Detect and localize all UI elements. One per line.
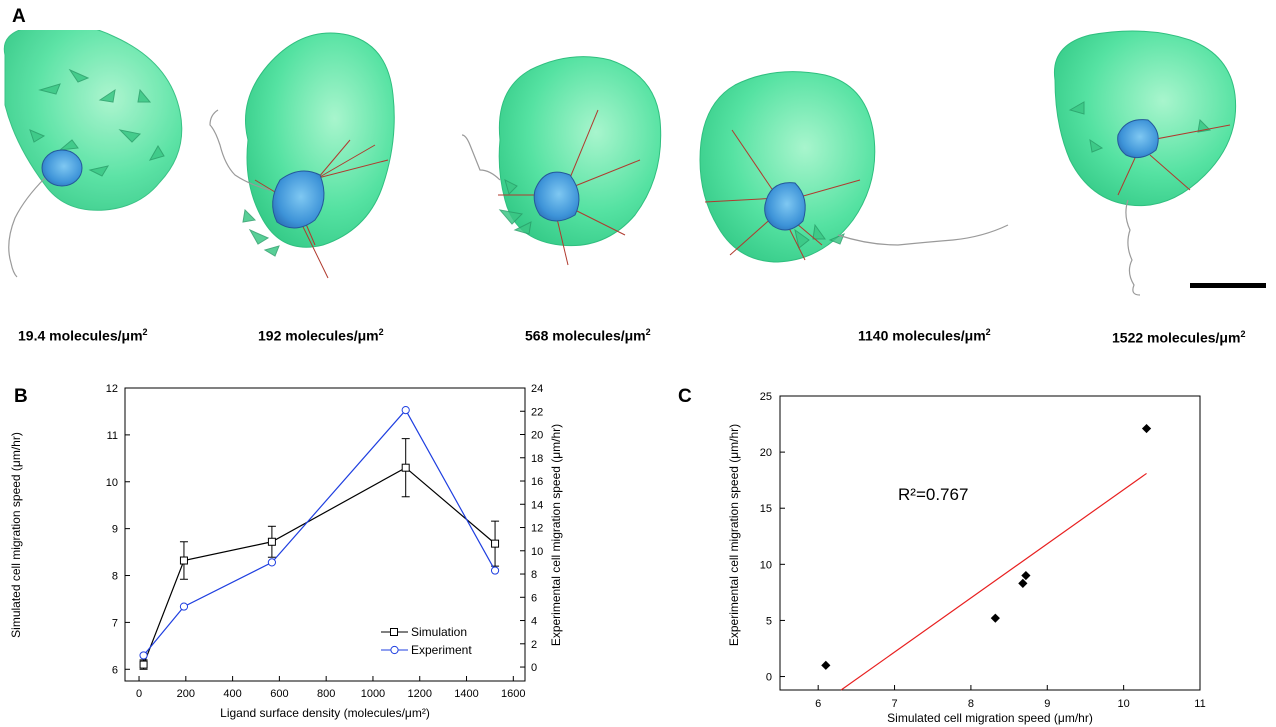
chart-b-xtick-6: 1200 (407, 688, 431, 700)
chart-c-ytick-0: 0 (766, 672, 772, 684)
cell-rendering-1 (3, 30, 183, 278)
chart-c-xtick-2: 8 (968, 698, 974, 710)
fit-line (840, 472, 1147, 691)
svg-text:Experimental cell migration sp: Experimental cell migration speed (μm/hr… (727, 424, 741, 646)
chart-b-y2tick-7: 14 (531, 499, 543, 511)
panel-a-letter: A (12, 6, 26, 27)
experiment-point-2 (267, 558, 277, 567)
chart-b-ytick-0: 6 (112, 664, 118, 676)
svg-text:Experimental cell migration sp: Experimental cell migration speed (μm/hr… (549, 424, 563, 646)
svg-text:Ligand surface density (molecu: Ligand surface density (molecules/μm²) (220, 706, 430, 720)
chart-b-ytick-6: 12 (106, 383, 118, 395)
scale-bar (1190, 283, 1266, 288)
scatter-point-1 (990, 613, 1000, 623)
chart-b-y2tick-1: 2 (531, 639, 537, 651)
svg-text:Simulated cell migration speed: Simulated cell migration speed (μm/hr) (887, 711, 1093, 725)
chart-c-xlabel: Simulated cell migration speed (μm/hr) (887, 711, 1093, 725)
experiment-point-3 (401, 405, 410, 415)
cell-rendering-4 (699, 71, 1009, 263)
simulation-point-1 (179, 556, 188, 565)
scatter-point-0 (821, 660, 831, 670)
chart-b-y2tick-4: 8 (531, 569, 537, 581)
chart-b-ylabel: Simulated cell migration speed (μm/hr) (9, 432, 23, 638)
chart-b-xtick-3: 600 (270, 688, 288, 700)
chart-b-xtick-8: 1600 (501, 688, 525, 700)
chart-c-ytick-2: 10 (760, 559, 772, 571)
chart-c-ylabel: Experimental cell migration speed (μm/hr… (727, 424, 741, 646)
chart-b-xtick-0: 0 (136, 688, 142, 700)
r-squared-annotation: R²=0.767 (898, 485, 968, 504)
chart-b-ytick-4: 10 (106, 477, 118, 489)
chart-b-xtick-7: 1400 (454, 688, 478, 700)
chart-b-y2tick-2: 4 (531, 616, 537, 628)
chart-b-xtick-4: 800 (317, 688, 335, 700)
simulation-point-4 (491, 539, 500, 548)
cell-rendering-5 (1053, 30, 1237, 296)
experiment-point-0 (139, 651, 148, 660)
legend-simulation: Simulation (411, 625, 467, 639)
cell-label-4: 1140 molecules/μm2 (858, 327, 991, 344)
chart-c-xtick-0: 6 (815, 698, 821, 710)
chart-c-frame (779, 395, 1201, 691)
chart-b-y2tick-10: 20 (531, 430, 543, 442)
cell-label-2: 192 molecules/μm2 (258, 327, 384, 344)
cell-label-1: 19.4 molecules/μm2 (18, 327, 148, 344)
chart-b: 0 200 400 600 800 1000 1200 1400 1600 6 7 8 9 10 11 12 0… (9, 383, 563, 720)
chart-b-ylabel-right: Experimental cell migration speed (μm/hr… (549, 424, 563, 646)
chart-b-xtick-1: 200 (177, 688, 195, 700)
chart-b-ytick-1: 7 (112, 617, 118, 629)
chart-c-xtick-3: 9 (1044, 698, 1050, 710)
chart-b-y2tick-0: 0 (531, 662, 537, 674)
chart-b-xlabel: Ligand surface density (molecules/μm²) (220, 706, 430, 720)
panel-b-letter: B (14, 386, 28, 407)
chart-b-xtick-5: 1000 (361, 688, 385, 700)
experiment-point-1 (179, 602, 189, 611)
svg-text:R²=0.767: R²=0.767 (898, 485, 968, 504)
chart-b-y2tick-8: 16 (531, 476, 543, 488)
chart-b-y2tick-5: 10 (531, 546, 543, 558)
scatter-point-2 (1018, 578, 1028, 588)
chart-c-ytick-4: 20 (760, 447, 772, 459)
cell-rendering-2 (209, 32, 395, 279)
experiment-line (143, 409, 496, 656)
chart-c-ytick-5: 25 (760, 391, 772, 403)
scatter-point-4 (1141, 423, 1152, 434)
chart-b-legend: Simulation Experiment (381, 625, 472, 657)
chart-b-frame (124, 387, 526, 682)
svg-text:Simulated cell migration speed: Simulated cell migration speed (μm/hr) (9, 432, 23, 638)
scatter-point-3 (1021, 570, 1031, 581)
simulation-point-3 (401, 463, 410, 472)
panel-c-letter: C (678, 386, 692, 407)
simulation-point-0 (139, 660, 148, 669)
cell-rendering-3 (461, 56, 662, 266)
cell-renderings (3, 30, 1266, 296)
chart-b-y2tick-6: 12 (531, 523, 543, 535)
chart-b-xtick-2: 400 (223, 688, 241, 700)
cell-label-5: 1522 molecules/μm2 (1112, 329, 1246, 346)
chart-c-ytick-1: 5 (766, 615, 772, 627)
chart-b-y2tick-3: 6 (531, 592, 537, 604)
chart-b-y2tick-11: 22 (531, 406, 543, 418)
chart-b-ytick-2: 8 (112, 571, 118, 583)
cell-label-3: 568 molecules/μm2 (525, 327, 651, 344)
legend-experiment: Experiment (411, 643, 472, 657)
chart-c-xtick-1: 7 (891, 698, 897, 710)
simulation-point-2 (267, 537, 276, 546)
chart-b-y2tick-9: 18 (531, 453, 543, 465)
chart-c: 6 7 8 9 10 11 0 5 10 15 20 25 Experimental cell mig… (727, 391, 1206, 725)
chart-b-ytick-5: 11 (107, 430, 118, 442)
svg-text:Simulation: Simulation (411, 625, 467, 639)
chart-c-xtick-4: 10 (1118, 698, 1130, 710)
experiment-point-4 (490, 566, 500, 575)
chart-b-y2tick-12: 24 (531, 383, 543, 395)
chart-c-xtick-5: 11 (1194, 698, 1205, 710)
chart-c-ytick-3: 15 (760, 503, 772, 515)
chart-b-ytick-3: 9 (112, 524, 118, 536)
svg-text:Experiment: Experiment (411, 643, 472, 657)
